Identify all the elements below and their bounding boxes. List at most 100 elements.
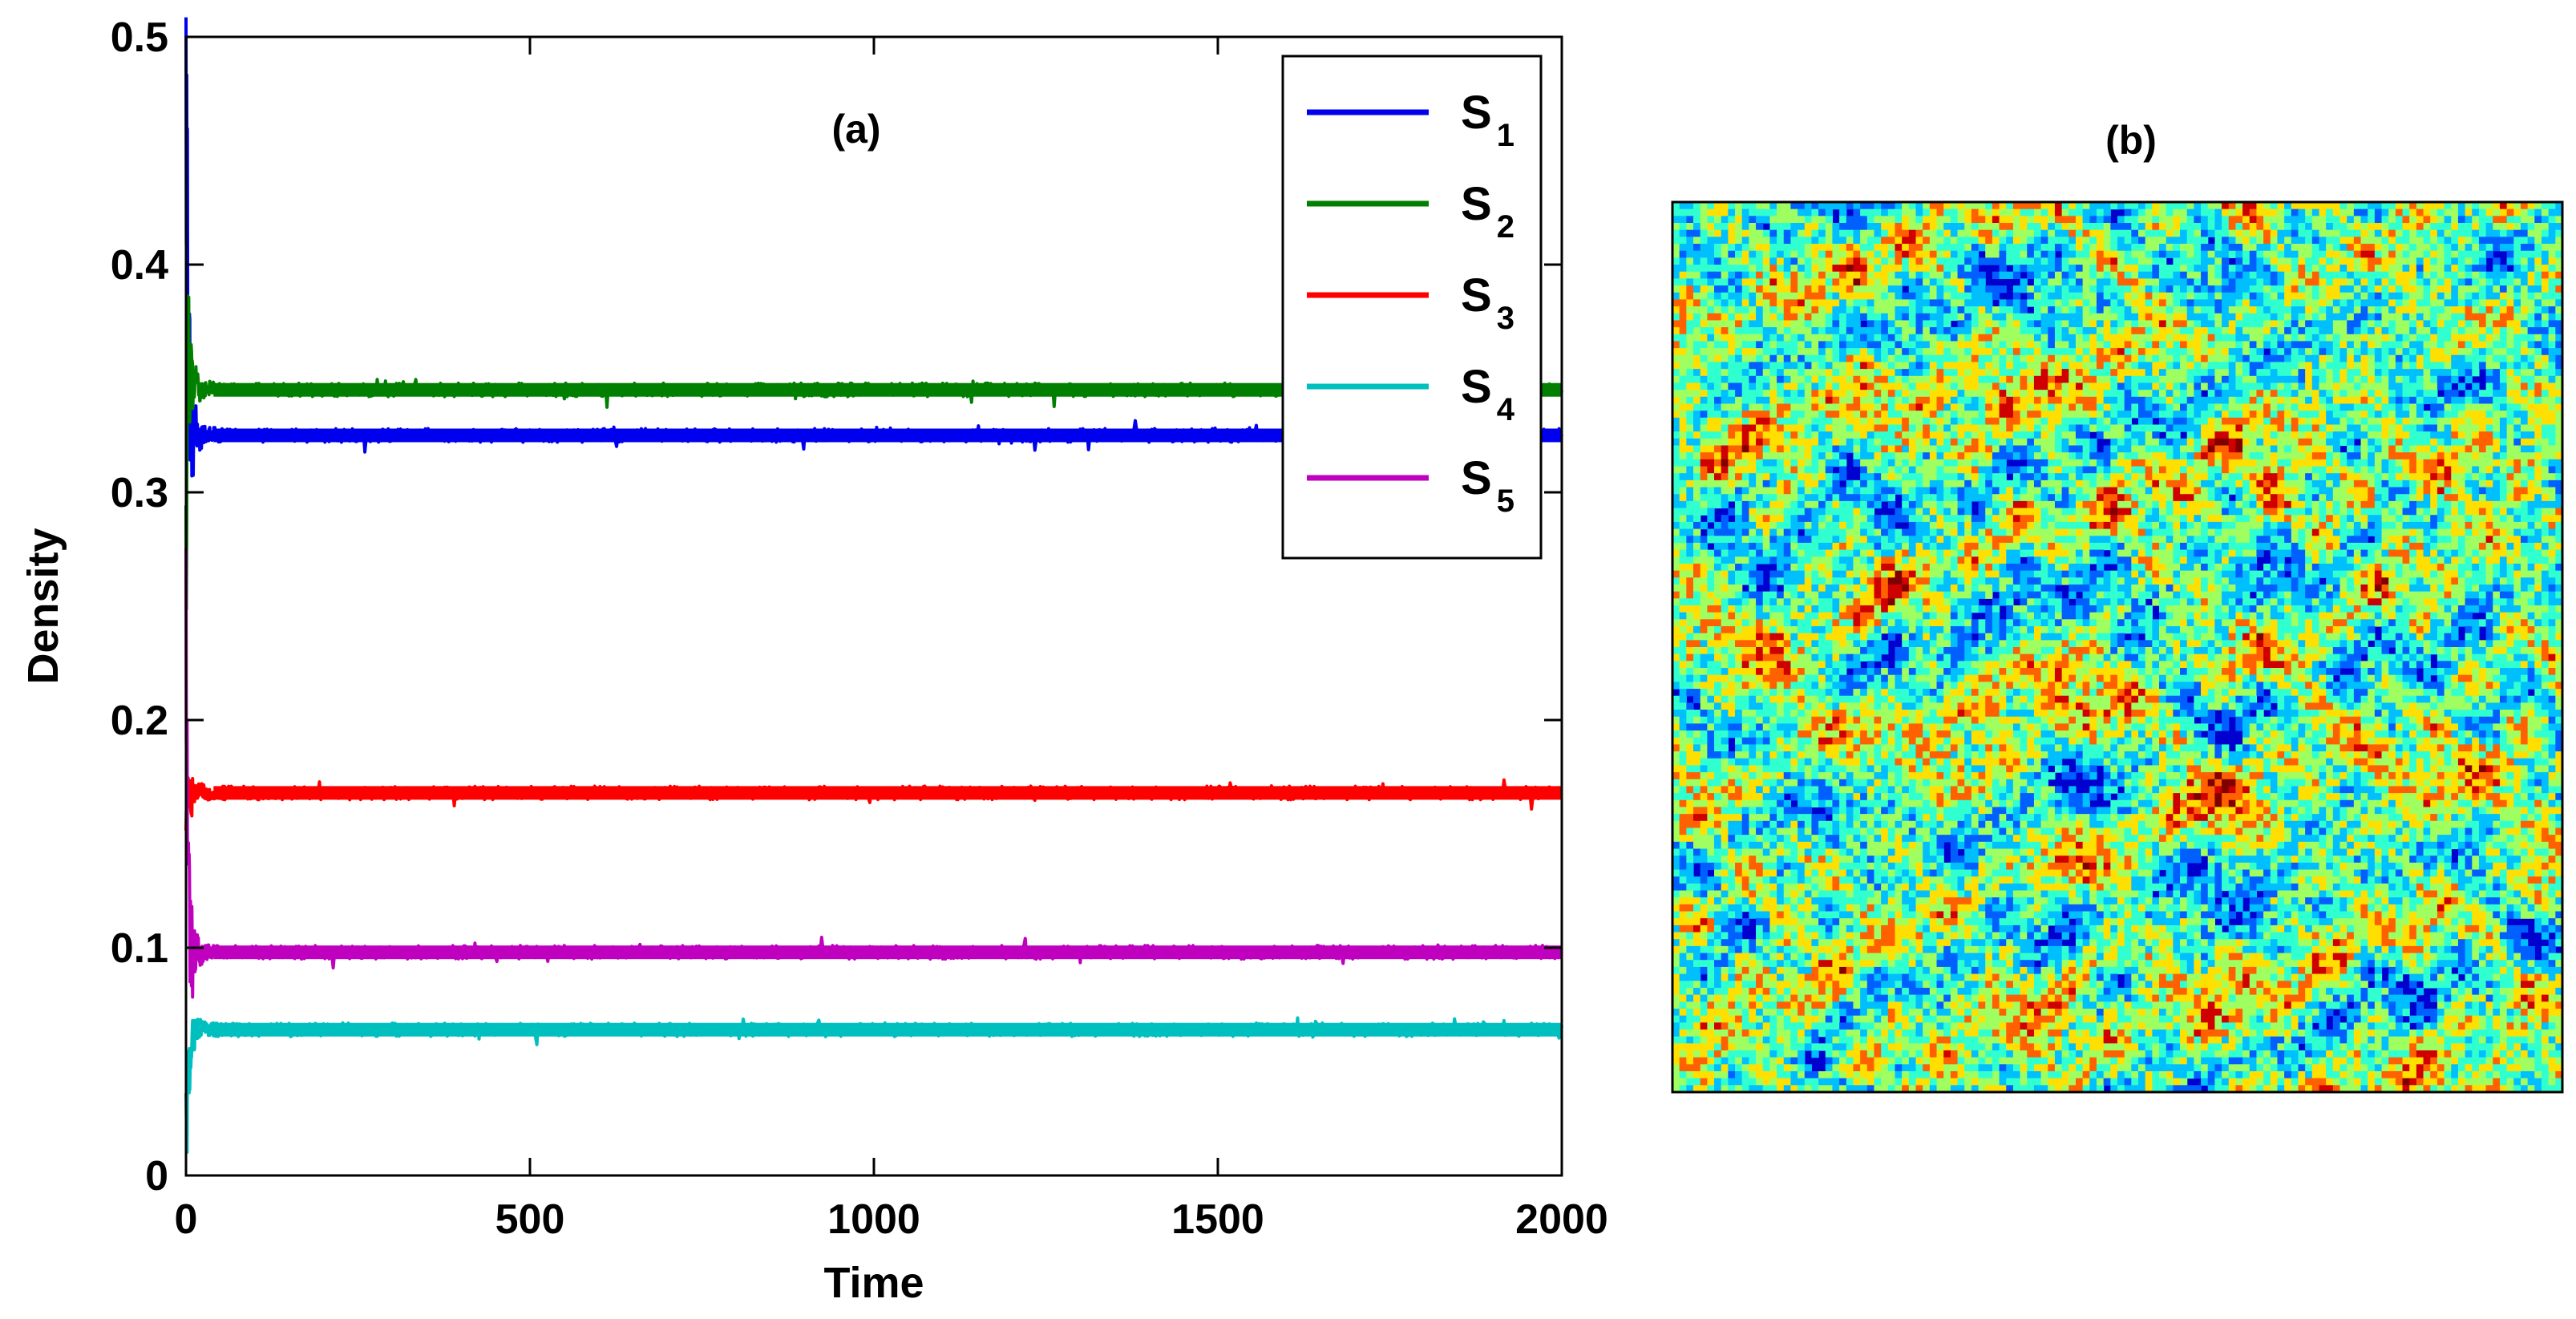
heatmap-cell: [2472, 445, 2480, 453]
heatmap-cell: [2138, 250, 2146, 258]
heatmap-cell: [1887, 327, 1896, 335]
heatmap-cell: [2506, 354, 2514, 363]
heatmap-cell: [2012, 438, 2021, 447]
heatmap-cell: [2012, 292, 2021, 300]
heatmap-cell: [2527, 382, 2535, 390]
heatmap-cell: [2305, 278, 2313, 286]
heatmap-cell: [1762, 320, 1770, 328]
heatmap-cell: [2040, 459, 2048, 467]
heatmap-cell: [1936, 466, 1944, 474]
heatmap-cell: [1735, 250, 1743, 258]
heatmap-cell: [2131, 403, 2139, 411]
heatmap-cell: [1756, 299, 1764, 307]
heatmap-cell: [1943, 354, 1951, 363]
heatmap-cell: [2374, 299, 2383, 307]
heatmap-cell: [1783, 369, 1792, 377]
heatmap-cell: [1929, 306, 1938, 314]
heatmap-cell: [2033, 375, 2042, 384]
heatmap-cell: [2235, 285, 2243, 293]
heatmap-cell: [2012, 396, 2021, 405]
heatmap-cell: [1929, 375, 1938, 384]
heatmap-cell: [2249, 271, 2258, 279]
heatmap-cell: [2298, 320, 2306, 328]
heatmap-cell: [1672, 257, 1680, 265]
heatmap-cell: [2534, 265, 2542, 273]
heatmap-cell: [2430, 208, 2438, 216]
heatmap-cell: [2485, 341, 2493, 349]
heatmap-cell: [1832, 299, 1840, 307]
heatmap-cell: [2548, 257, 2556, 265]
heatmap-cell: [1978, 348, 1986, 356]
heatmap-cell: [1783, 445, 1792, 453]
heatmap-cell: [1950, 306, 1959, 314]
heatmap-cell: [1964, 271, 1972, 279]
heatmap-cell: [2075, 202, 2084, 210]
heatmap-cell: [2499, 244, 2508, 252]
heatmap-cell: [1992, 216, 2000, 224]
heatmap-cell: [2152, 466, 2160, 474]
heatmap-cell: [1672, 341, 1680, 349]
y-tick-label: 0.3: [111, 470, 168, 516]
heatmap-cell: [1923, 431, 1931, 439]
heatmap-cell: [2061, 431, 2069, 439]
heatmap-cell: [2117, 334, 2125, 342]
heatmap-cell: [2249, 438, 2258, 447]
heatmap-cell: [2319, 292, 2327, 300]
heatmap-cell: [1846, 244, 1854, 252]
heatmap-cell: [2186, 431, 2194, 439]
heatmap-cell: [1874, 244, 1882, 252]
heatmap-cell: [2082, 348, 2090, 356]
heatmap-cell: [1985, 369, 1993, 377]
heatmap-cell: [2117, 265, 2125, 273]
heatmap-cell: [2368, 229, 2376, 237]
heatmap-cell: [2472, 452, 2480, 460]
heatmap-cell: [2228, 431, 2237, 439]
heatmap-cell: [2020, 403, 2028, 411]
heatmap-cell: [1769, 341, 1777, 349]
heatmap-cell: [2194, 348, 2202, 356]
heatmap-cell: [2201, 396, 2209, 405]
heatmap-cell: [2513, 271, 2521, 279]
heatmap-cell: [1964, 299, 1972, 307]
heatmap-cell: [2353, 285, 2362, 293]
heatmap-cell: [1999, 348, 2007, 356]
heatmap-cell: [2186, 216, 2194, 224]
heatmap-cell: [1929, 244, 1938, 252]
heatmap-cell: [2180, 223, 2188, 231]
heatmap-cell: [1915, 354, 1923, 363]
heatmap-cell: [2194, 278, 2202, 286]
heatmap-cell: [2527, 306, 2535, 314]
heatmap-cell: [1846, 202, 1854, 210]
heatmap-cell: [2006, 354, 2014, 363]
heatmap-cell: [2159, 202, 2167, 210]
heatmap-cell: [2249, 250, 2258, 258]
heatmap-cell: [1741, 299, 1749, 307]
heatmap-cell: [1860, 313, 1868, 322]
heatmap-cell: [2152, 285, 2160, 293]
heatmap-cell: [2457, 445, 2466, 453]
spatial-pattern-panel: (b): [1671, 118, 2564, 1094]
heatmap-cell: [2347, 292, 2355, 300]
heatmap-cell: [2353, 403, 2362, 411]
heatmap-cell: [1957, 327, 1965, 335]
heatmap-cell: [2075, 306, 2084, 314]
heatmap-cell: [2423, 229, 2431, 237]
heatmap-cell: [2096, 313, 2105, 322]
heatmap-cell: [1999, 244, 2007, 252]
heatmap-cell: [1790, 292, 1798, 300]
heatmap-cell: [2291, 250, 2299, 258]
heatmap-cell: [1790, 452, 1798, 460]
heatmap-cell: [1735, 424, 1743, 432]
heatmap-cell: [2222, 348, 2230, 356]
heatmap-cell: [1839, 452, 1847, 460]
heatmap-cell: [1728, 411, 1736, 419]
heatmap-cell: [2235, 202, 2243, 210]
heatmap-cell: [1749, 438, 1757, 447]
heatmap-cell: [2082, 438, 2090, 447]
heatmap-cell: [2159, 403, 2167, 411]
heatmap-cell: [1818, 390, 1826, 398]
heatmap-cell: [2520, 244, 2529, 252]
heatmap-cell: [2096, 348, 2105, 356]
